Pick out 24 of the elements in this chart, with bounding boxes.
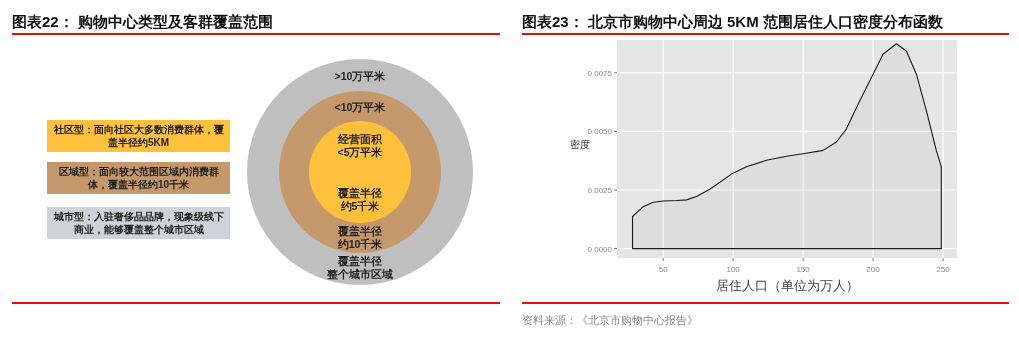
y-tick-label: 0.0025 [587,186,613,196]
text: <5万平米 [337,146,384,158]
x-tick-label: 50 [658,265,669,274]
x-tick-label: 150 [796,265,811,274]
x-tick-label: 250 [936,265,951,274]
text: 整个城市区域 [326,268,393,280]
text: 经营面积 [337,133,383,145]
text: >10万平米 [334,70,387,82]
text: 覆盖半径 [337,255,382,267]
chart-title: 图表23： 北京市购物中心周边 5KM 范围居住人口密度分布函数 [522,13,944,30]
x-tick-label: 200 [866,265,881,274]
text: 资料来源：《北京市购物中心报告》 [522,314,698,326]
y-axis-title: 密度 [570,139,590,150]
y-tick-label: 0.0000 [587,244,613,254]
text: 图表22： 购物中心类型及客群覆盖范围 [12,13,273,30]
text: 约10千米 [336,238,384,250]
y-tick-label: 0.0075 [587,68,613,78]
text: 约5千米 [339,200,381,212]
y-tick-label: 0.0050 [587,127,613,137]
text: 覆盖半径 [337,187,382,199]
x-tick-label: 100 [726,265,741,274]
text: 覆盖半径 [337,225,382,237]
text: <10万平米 [334,101,387,113]
x-axis-title: 居住人口（单位为万人） [715,278,859,293]
